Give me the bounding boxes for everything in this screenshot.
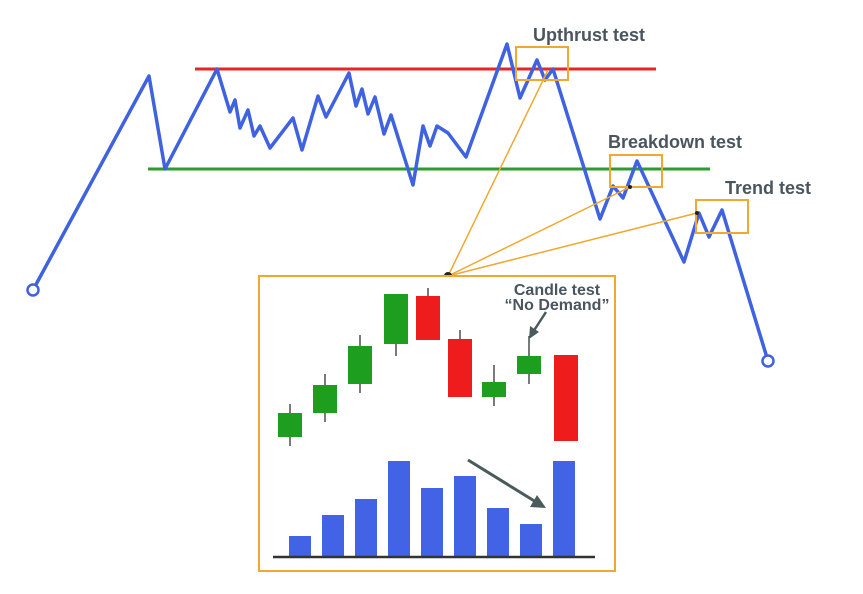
- candle-8-body: [517, 356, 541, 374]
- candle-4: [384, 294, 408, 356]
- breakdown-test-label: Breakdown test: [608, 132, 742, 152]
- volume-bar-4: [388, 461, 410, 557]
- volume-bar-5: [421, 488, 443, 557]
- candle-5-body: [416, 296, 440, 340]
- volume-bar-6: [454, 476, 476, 557]
- candle-7-body: [482, 382, 506, 397]
- connector-lines: [447, 69, 698, 277]
- start-point: [26, 283, 40, 297]
- candle-test-arrowhead: [529, 326, 539, 339]
- candle-test-arrow: [531, 311, 548, 333]
- no-demand-label: “No Demand”: [505, 297, 610, 314]
- candle-3-body: [348, 346, 372, 384]
- candle-4-body: [384, 294, 408, 344]
- candle-1: [278, 404, 302, 446]
- candle-2: [313, 374, 337, 422]
- breakdown-test-box: [609, 154, 663, 188]
- volume-bar-8: [520, 524, 542, 557]
- candlesticks: [278, 288, 578, 446]
- candle-1-body: [278, 413, 302, 437]
- candle-8: [517, 336, 541, 384]
- volume-bar-3: [355, 499, 377, 557]
- trend-test-box: [695, 199, 749, 234]
- candle-5: [416, 288, 440, 340]
- candle-2-body: [313, 385, 337, 413]
- connector-upthrust: [447, 69, 549, 277]
- volume-bar-9: [553, 461, 575, 557]
- volume-bars: [289, 461, 575, 557]
- volume-trend-arrow: [467, 458, 537, 504]
- breakdown-marker: [628, 185, 632, 189]
- candle-9: [554, 355, 578, 441]
- trend-test-label: Trend test: [725, 178, 811, 198]
- end-point: [761, 354, 775, 368]
- candle-7: [482, 365, 506, 406]
- candle-6: [448, 330, 472, 397]
- candle-test-label: Candle test: [514, 282, 601, 299]
- connector-breakdown: [447, 186, 631, 277]
- upthrust-test-box: [515, 46, 569, 81]
- candle-3: [348, 335, 372, 393]
- volume-bar-2: [322, 515, 344, 557]
- trend-marker: [695, 211, 699, 215]
- upthrust-test-label: Upthrust test: [533, 25, 645, 45]
- candle-6-body: [448, 339, 472, 397]
- volume-trend-arrowhead: [530, 495, 546, 508]
- connector-trend: [447, 212, 698, 277]
- candle-9-body: [554, 355, 578, 441]
- volume-bar-1: [289, 536, 311, 557]
- volume-bar-7: [487, 508, 509, 557]
